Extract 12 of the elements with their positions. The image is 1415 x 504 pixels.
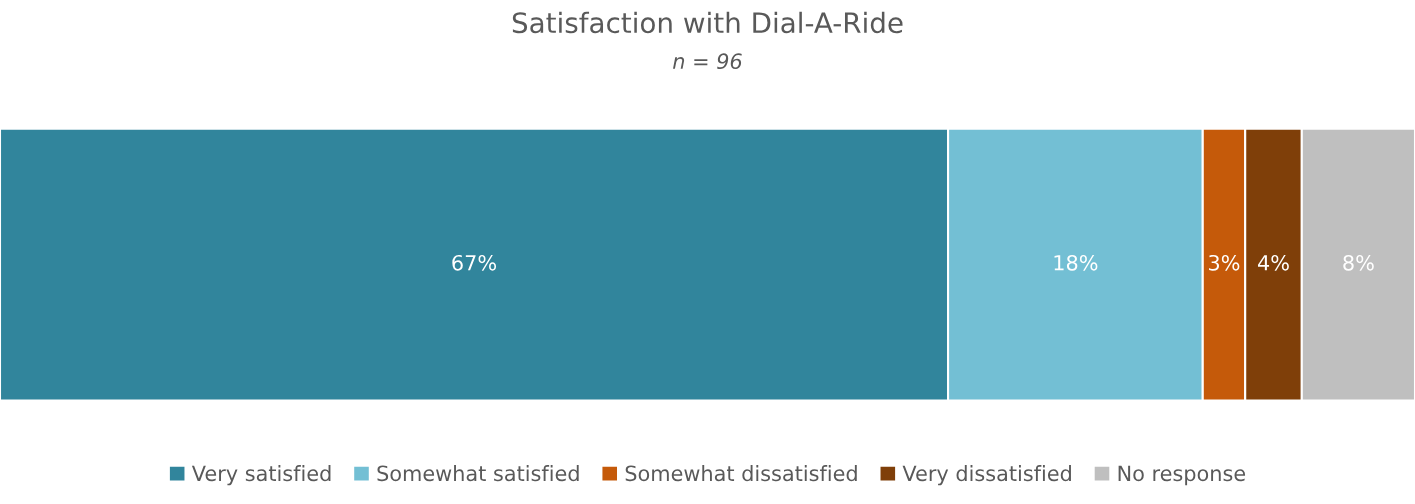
data-label: 18% — [1054, 254, 1098, 271]
data-label: 4% — [1257, 254, 1289, 271]
chart-subtitle: n = 96 — [673, 53, 742, 70]
data-label: 3% — [1209, 254, 1240, 271]
legend-label: Somewhat dissatisfied — [625, 465, 857, 482]
legend-label: Very dissatisfied — [902, 465, 1071, 486]
chart-title: Satisfaction with Dial-A-Ride — [512, 11, 903, 34]
data-label: 8% — [1343, 254, 1374, 271]
legend-label: Very satisfied — [191, 465, 331, 486]
data-label: 67% — [452, 254, 497, 271]
legend-label: No response — [1118, 465, 1246, 486]
legend-label: Somewhat satisfied — [377, 465, 579, 482]
